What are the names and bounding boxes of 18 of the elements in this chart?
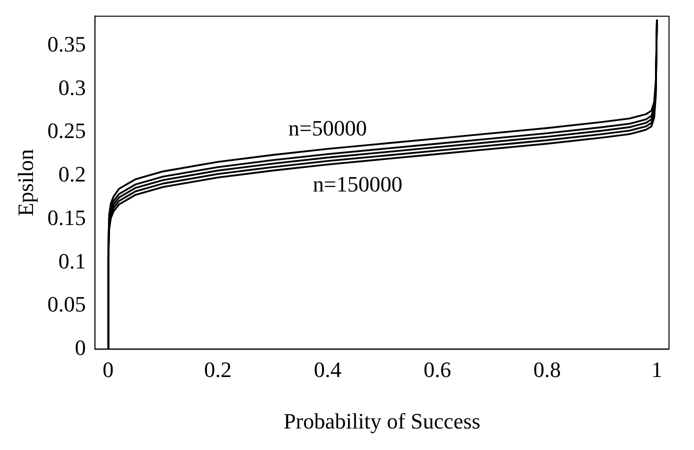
series-label: n=50000: [288, 116, 367, 141]
x-tick-label: 1: [651, 357, 662, 382]
y-tick-label: 0.35: [47, 31, 86, 56]
x-tick-label: 0.6: [424, 357, 452, 382]
x-tick-label: 0.2: [204, 357, 232, 382]
x-axis-title: Probability of Success: [284, 408, 480, 434]
x-tick-label: 0: [102, 357, 114, 382]
x-tick-label: 0.4: [314, 357, 342, 382]
series-label: n=150000: [312, 171, 402, 196]
y-tick-label: 0.2: [58, 162, 86, 187]
y-tick-label: 0.3: [58, 74, 86, 100]
y-tick-label: 0.25: [47, 118, 86, 144]
y-axis-title: Epsilon: [12, 149, 38, 216]
y-tick-label: 0.15: [47, 204, 86, 230]
y-tick-label: 0.05: [47, 292, 86, 317]
x-tick-label: 0.8: [533, 357, 561, 382]
y-tick-label: 0: [74, 334, 86, 360]
y-tick-label: 0.1: [58, 248, 86, 274]
